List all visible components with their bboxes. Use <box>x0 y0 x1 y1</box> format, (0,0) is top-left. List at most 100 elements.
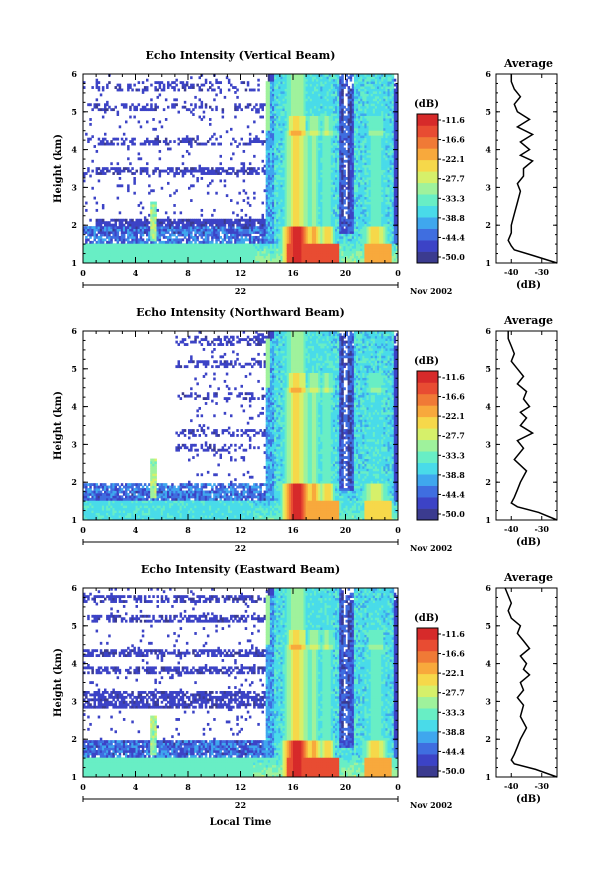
heatmap-cell <box>274 149 277 153</box>
heatmap-cell <box>146 221 149 225</box>
heatmap-cell <box>272 98 275 102</box>
heatmap-cell <box>181 228 185 232</box>
heatmap-cell <box>97 240 101 244</box>
heatmap-cell <box>177 218 180 222</box>
heatmap-cell <box>104 223 107 227</box>
heatmap-cell <box>236 228 239 232</box>
heatmap-cell <box>118 223 122 227</box>
heatmap-cell <box>217 218 220 222</box>
heatmap-cell <box>244 218 248 222</box>
heatmap-cell <box>282 177 285 180</box>
heatmap-cell <box>87 238 90 242</box>
heatmap-cell <box>251 238 254 242</box>
heatmap-cell <box>280 245 283 249</box>
heatmap-cell <box>280 169 283 173</box>
heatmap-cell <box>139 238 143 242</box>
heatmap-cell <box>127 253 130 257</box>
heatmap-cell <box>234 255 237 259</box>
heatmap-cell <box>101 115 105 119</box>
heatmap-cell <box>272 137 275 141</box>
heatmap-cell <box>129 86 132 89</box>
heatmap-cell <box>278 145 281 148</box>
heatmap-cell <box>173 191 176 195</box>
heatmap-cell <box>236 218 239 222</box>
heatmap-cell <box>261 250 264 254</box>
heatmap-cell <box>114 258 117 261</box>
heatmap-cell <box>104 255 107 259</box>
heatmap-cell <box>234 253 237 257</box>
heatmap-cell <box>188 238 191 242</box>
heatmap-cell <box>272 218 275 222</box>
heatmap-cell <box>158 218 162 222</box>
heatmap-cell <box>97 179 101 183</box>
heatmap-cell <box>87 228 90 232</box>
heatmap-cell <box>175 240 178 244</box>
heatmap-cell <box>83 226 86 230</box>
heatmap-cell <box>127 238 130 242</box>
heatmap-cell <box>173 250 176 254</box>
heatmap-cell <box>280 199 283 202</box>
heatmap-cell <box>148 184 151 188</box>
heatmap-cell <box>112 258 115 261</box>
heatmap-cell <box>152 228 155 232</box>
heatmap-cell <box>223 260 227 264</box>
heatmap-cell <box>217 233 220 237</box>
heatmap-cell <box>238 142 241 146</box>
heatmap-cell <box>85 228 88 232</box>
heatmap-cell <box>272 196 275 200</box>
heatmap-cell <box>244 169 248 173</box>
heatmap-cell <box>99 250 103 254</box>
heatmap-cell <box>255 231 258 234</box>
heatmap-cell <box>246 233 250 237</box>
heatmap-cell <box>91 258 94 261</box>
heatmap-cell <box>234 228 237 232</box>
heatmap-cell <box>143 253 147 257</box>
heatmap-cell <box>215 105 218 109</box>
heatmap-cell <box>125 226 128 230</box>
heatmap-cell <box>116 110 120 114</box>
heatmap-cell <box>251 245 254 249</box>
heatmap-cell <box>242 223 246 227</box>
heatmap-cell <box>272 172 275 175</box>
heatmap-cell <box>278 98 281 102</box>
heatmap-cell <box>179 211 183 215</box>
heatmap-cell <box>272 149 275 153</box>
heatmap-cell <box>194 140 197 144</box>
heatmap-cell <box>143 255 147 259</box>
heatmap-cell <box>278 199 281 202</box>
heatmap-cell <box>95 253 99 257</box>
heatmap-cell <box>209 250 212 254</box>
heatmap-cell <box>282 231 285 234</box>
heatmap-cell <box>278 162 281 166</box>
heatmap-cell <box>227 223 231 227</box>
heatmap-cell <box>248 248 252 252</box>
heatmap-cell <box>104 228 107 232</box>
heatmap-cell <box>269 245 273 249</box>
heatmap-cell <box>274 108 277 112</box>
heatmap-cell <box>204 221 208 225</box>
heatmap-cell <box>280 223 283 227</box>
heatmap-cell <box>91 228 94 232</box>
heatmap-cell <box>269 231 273 234</box>
heatmap-cell <box>150 140 153 144</box>
heatmap-cell <box>248 231 252 234</box>
heatmap-cell <box>265 208 269 212</box>
heatmap-cell <box>206 235 210 239</box>
heatmap-cell <box>276 235 279 239</box>
heatmap-cell <box>282 196 285 200</box>
heatmap-cell <box>141 221 145 225</box>
heatmap-cell <box>167 235 170 239</box>
heatmap-cell <box>192 260 195 264</box>
heatmap-cell <box>97 245 101 249</box>
heatmap-cell <box>240 235 243 239</box>
heatmap-cell <box>263 169 267 173</box>
heatmap-cell <box>160 245 164 249</box>
heatmap-cell <box>177 221 180 225</box>
heatmap-cell <box>261 258 264 261</box>
heatmap-cell <box>272 235 275 239</box>
heatmap-cell <box>141 91 145 94</box>
heatmap-cell <box>122 243 126 247</box>
heatmap-cell <box>269 113 273 116</box>
heatmap-cell <box>269 130 273 134</box>
heatmap-cell <box>156 228 159 232</box>
